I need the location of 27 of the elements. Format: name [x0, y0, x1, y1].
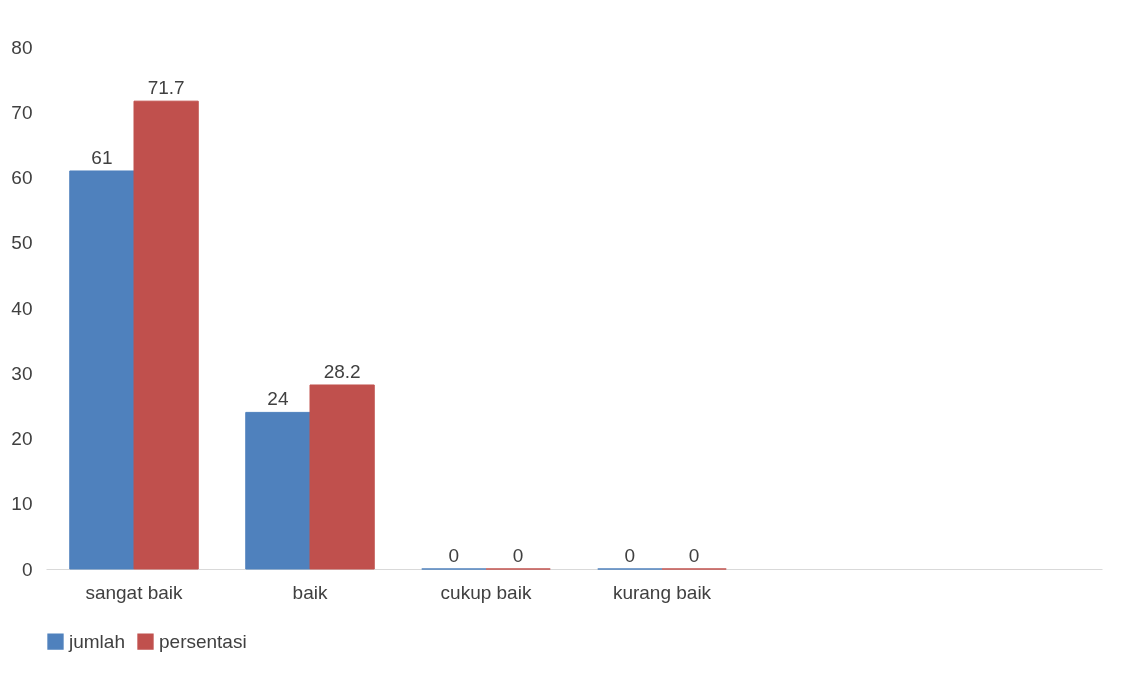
data-label: 61	[91, 146, 113, 168]
data-label: 0	[688, 545, 700, 566]
y-tick-label: 30	[11, 362, 33, 384]
bar	[309, 384, 375, 570]
y-tick-label: 10	[11, 493, 33, 515]
data-label: 0	[512, 545, 524, 566]
data-label: 0	[624, 545, 636, 566]
y-tick-label: 20	[11, 428, 33, 449]
data-label: 0	[448, 545, 460, 566]
bar	[245, 411, 311, 570]
y-tick-label: 0	[21, 558, 33, 580]
bar	[133, 100, 199, 570]
x-tick-label: cukup baik	[440, 581, 532, 603]
y-tick-label: 80	[11, 36, 33, 58]
x-tick-label: baik	[292, 581, 328, 603]
y-tick-label: 60	[11, 167, 33, 188]
legend-label: persentasi	[159, 630, 247, 652]
data-label: 24	[267, 388, 289, 410]
y-tick-label: 70	[11, 101, 33, 123]
x-tick-label: sangat baik	[85, 581, 184, 603]
y-tick-label: 50	[11, 232, 33, 254]
bar	[69, 170, 135, 570]
data-label: 28.2	[323, 360, 361, 382]
x-tick-label: kurang baik	[612, 581, 712, 603]
data-label: 71.7	[147, 77, 185, 99]
legend-label: jumlah	[68, 630, 125, 652]
y-tick-label: 40	[11, 297, 33, 319]
